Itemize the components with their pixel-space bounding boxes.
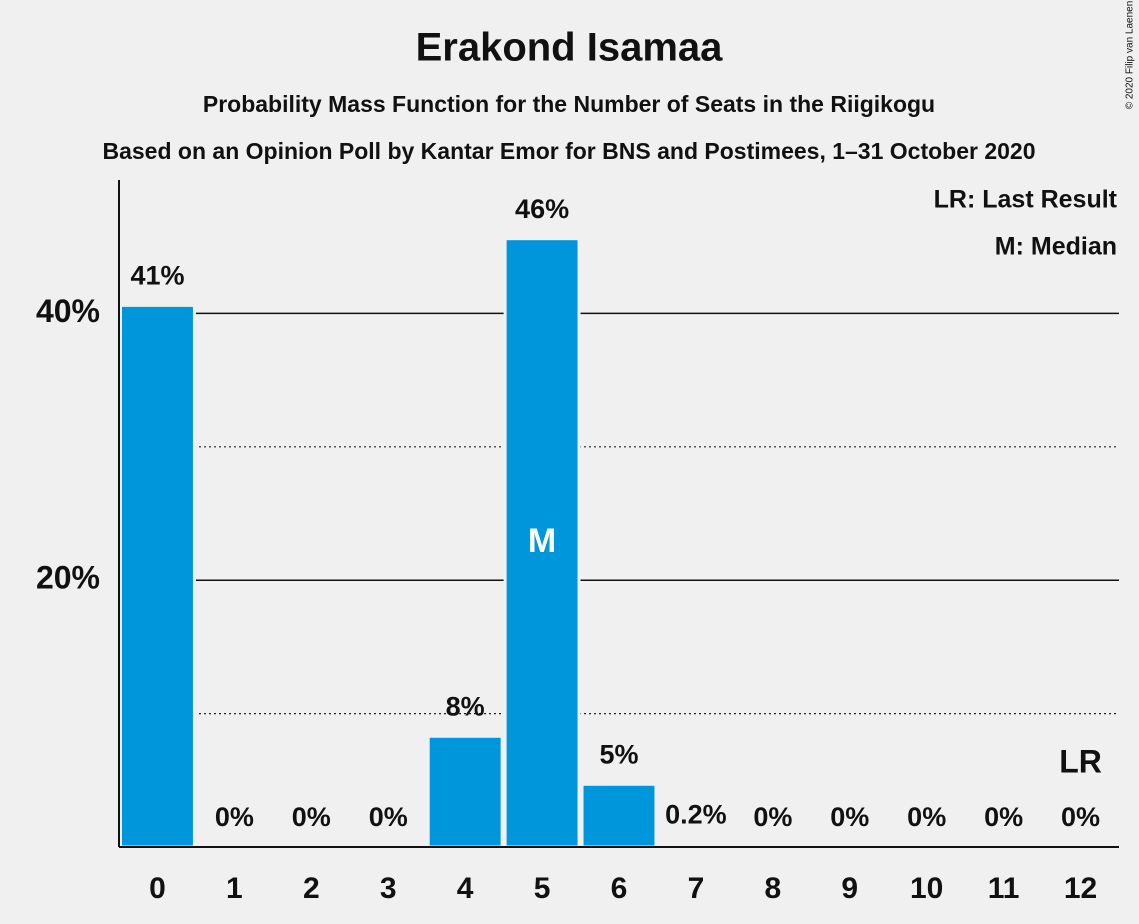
x-tick-label: 11 (988, 872, 1020, 905)
value-label: 0% (907, 802, 946, 832)
x-tick-label: 9 (841, 872, 858, 905)
source-note: Based on an Opinion Poll by Kantar Emor … (102, 138, 1035, 164)
value-label: 0% (753, 802, 792, 832)
bar (580, 782, 658, 849)
bar (503, 237, 581, 849)
value-label: 0% (292, 802, 331, 832)
x-tick-label: 7 (688, 872, 705, 905)
value-label: 0% (1061, 802, 1100, 832)
value-label: 0% (830, 802, 869, 832)
x-tick-label: 8 (765, 872, 782, 905)
value-label: 46% (515, 194, 569, 224)
last-result-marker: LR (1059, 743, 1102, 779)
legend-note: LR: Last Result (934, 186, 1118, 214)
chart-title: Erakond Isamaa (416, 26, 724, 70)
y-tick-label: 40% (36, 293, 100, 329)
value-label: 0% (984, 802, 1023, 832)
value-label: 8% (446, 691, 485, 721)
x-tick-label: 4 (457, 872, 474, 905)
bar (426, 734, 504, 849)
legend-note: M: Median (995, 233, 1117, 261)
x-tick-label: 12 (1064, 872, 1097, 905)
x-tick-label: 3 (380, 872, 397, 905)
value-label: 0% (215, 802, 254, 832)
value-label: 5% (599, 739, 638, 769)
x-tick-label: 0 (149, 872, 166, 905)
median-marker: M (528, 522, 556, 560)
value-label: 0% (369, 802, 408, 832)
x-tick-label: 10 (910, 872, 943, 905)
x-tick-label: 1 (226, 872, 243, 905)
value-label: 0.2% (665, 799, 727, 829)
value-label: 41% (130, 261, 184, 291)
bar (119, 303, 196, 849)
x-tick-label: 6 (611, 872, 628, 905)
y-tick-label: 20% (36, 560, 100, 596)
copyright: © 2020 Filip van Laenen (1125, 1, 1136, 110)
x-tick-label: 5 (534, 872, 551, 905)
x-tick-label: 2 (303, 872, 320, 905)
chart-subtitle: Probability Mass Function for the Number… (203, 91, 935, 117)
